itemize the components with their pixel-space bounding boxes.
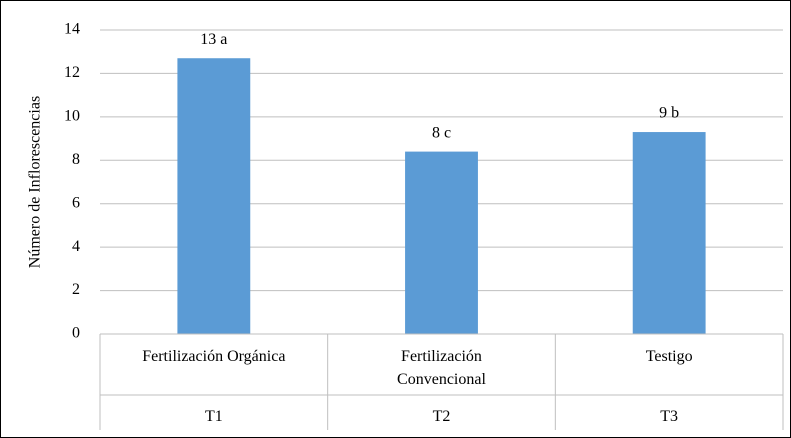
x-group-label: T3 <box>660 408 679 425</box>
x-tick-label: Testigo <box>645 348 693 365</box>
y-tick-label: 10 <box>64 108 80 125</box>
bar <box>405 151 478 334</box>
bar <box>632 132 706 334</box>
x-tick-label: Fertilización Convencional <box>397 348 486 388</box>
y-tick-label: 12 <box>64 64 80 81</box>
data-label: 9 b <box>659 105 679 122</box>
y-tick-label: 14 <box>64 21 80 38</box>
x-group-label: T1 <box>204 408 223 425</box>
y-tick-label: 4 <box>72 238 80 255</box>
x-tick-label: Fertilización Orgánica <box>142 348 286 365</box>
y-axis-label: Número de Inflorescencias <box>27 96 44 268</box>
y-tick-label: 2 <box>72 281 80 298</box>
bar <box>177 58 251 334</box>
y-tick-label: 8 <box>72 151 80 168</box>
x-group-label: T2 <box>432 408 451 425</box>
data-label: 13 a <box>200 31 227 48</box>
data-label: 8 c <box>432 124 451 141</box>
y-tick-label: 0 <box>72 325 80 342</box>
y-tick-label: 6 <box>72 194 80 211</box>
